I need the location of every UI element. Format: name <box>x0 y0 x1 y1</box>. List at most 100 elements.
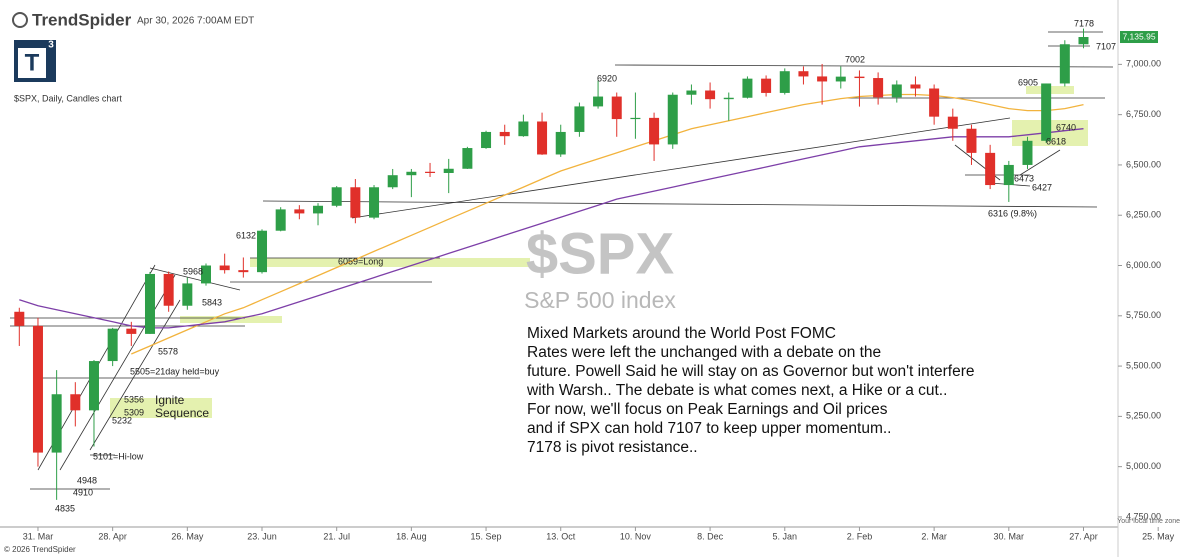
watermark-subtitle: S&P 500 index <box>524 287 676 313</box>
x-tick-label: 27. Apr <box>1069 531 1098 541</box>
x-tick-label: 2. Mar <box>921 531 947 541</box>
x-tick-label: 30. Mar <box>994 531 1025 541</box>
drawings <box>10 31 1114 490</box>
y-tick-label: 7,000.00 <box>1126 59 1161 69</box>
candle-body <box>1003 164 1014 186</box>
trend-line <box>89 299 181 451</box>
y-tick-label: 6,250.00 <box>1126 210 1161 220</box>
candle-body <box>835 76 846 82</box>
candle-body <box>798 71 809 77</box>
candle-body <box>593 96 604 107</box>
candle-body <box>70 394 81 411</box>
annotation: Ignite <box>155 393 185 407</box>
candle-body <box>649 117 660 145</box>
annotation: 6473 <box>1014 173 1034 183</box>
candle-body <box>201 265 211 284</box>
candle-body <box>966 128 977 153</box>
annotation: 6905 <box>1018 77 1038 87</box>
commentary-line: 7178 is pivot resistance.. <box>527 439 698 456</box>
candle-body <box>779 71 790 93</box>
candle-body <box>425 171 436 173</box>
annotation: 5578 <box>158 346 178 356</box>
logo: T <box>25 49 40 76</box>
trend-line <box>351 117 1011 219</box>
candle-body <box>1059 44 1070 84</box>
candle-body <box>873 78 884 98</box>
highlight-zone <box>180 316 282 323</box>
annotation: 5505=21day held=buy <box>130 366 220 376</box>
candle-body <box>611 96 622 120</box>
candle-body <box>275 209 286 231</box>
candle-body <box>630 117 641 120</box>
candle-body <box>910 84 921 89</box>
candle-body <box>667 94 678 145</box>
logo-sup: 3 <box>48 40 54 51</box>
candle-body <box>1078 37 1089 45</box>
price-box <box>1120 31 1158 44</box>
x-tick-label: 28. Apr <box>98 531 127 541</box>
annotation: 4835 <box>55 503 75 513</box>
candle-body <box>14 311 25 326</box>
commentary-line: with Warsh.. The debate is what comes ne… <box>526 382 947 399</box>
candle-body <box>705 90 716 100</box>
x-tick-label: 18. Aug <box>396 531 427 541</box>
candle-body <box>107 328 118 362</box>
x-tick-label: 15. Sep <box>471 531 502 541</box>
candle-body <box>985 152 996 186</box>
candle-body <box>723 97 734 100</box>
candle-body <box>555 131 566 155</box>
candle-body <box>891 84 902 98</box>
x-tick-label: 5. Jan <box>773 531 798 541</box>
annotation: 5968 <box>183 266 203 276</box>
x-tick-label: 25. May <box>1142 531 1175 541</box>
commentary-line: Mixed Markets around the World Post FOMC <box>527 325 836 342</box>
candle-body <box>947 116 958 129</box>
candle-body <box>51 394 62 453</box>
timestamp: Apr 30, 2026 7:00AM EDT <box>137 16 254 27</box>
x-tick-label: 21. Jul <box>323 531 350 541</box>
candle-body <box>1041 83 1052 141</box>
candle-body <box>126 328 137 334</box>
price-label: 7,135.95 <box>1122 31 1155 41</box>
candle-body <box>257 230 268 273</box>
candle-body <box>462 148 473 169</box>
annotation: 5843 <box>202 297 222 307</box>
watermark-title: $SPX <box>526 221 675 286</box>
annotation: 5101=Hi-low <box>93 451 144 461</box>
x-tick-label: 31. Mar <box>23 531 54 541</box>
candle-body <box>406 171 417 176</box>
annotation: 7178 <box>1074 18 1094 28</box>
candle-body <box>387 175 398 188</box>
annotation: 7002 <box>845 54 865 64</box>
commentary-line: Rates were left the unchanged with a deb… <box>527 344 881 361</box>
y-tick-label: 5,500.00 <box>1126 360 1161 370</box>
timezone: Your local time zone <box>1117 518 1180 525</box>
commentary-line: and if SPX can hold 7107 to keep upper m… <box>527 420 891 437</box>
x-tick-label: 2. Feb <box>847 531 873 541</box>
candle-body <box>294 209 305 214</box>
candle-body <box>518 121 529 137</box>
highlight-zone <box>250 258 530 267</box>
candle-body <box>929 88 940 117</box>
trend-line <box>59 274 176 471</box>
annotation: 5232 <box>112 415 132 425</box>
annotation: 7107 <box>1096 41 1116 51</box>
candle-body <box>32 325 43 453</box>
highlight-zone <box>110 398 212 418</box>
y-tick-label: 4,750.00 <box>1126 511 1161 521</box>
moving-average-line <box>131 93 1084 355</box>
candle-body <box>761 78 772 93</box>
x-tick-label: 23. Jun <box>247 531 277 541</box>
candle-body <box>182 283 193 306</box>
moving-average-line <box>19 128 1084 329</box>
annotation: 6427 <box>1032 182 1052 192</box>
plot-area <box>14 28 1089 500</box>
annotation: 4910 <box>73 487 93 497</box>
candle-body <box>350 187 361 218</box>
candle-body <box>537 121 548 155</box>
y-tick-label: 6,000.00 <box>1126 260 1161 270</box>
commentary-line: future. Powell Said he will stay on as G… <box>527 363 975 380</box>
candle-body <box>443 168 454 173</box>
candle-body <box>499 131 510 137</box>
